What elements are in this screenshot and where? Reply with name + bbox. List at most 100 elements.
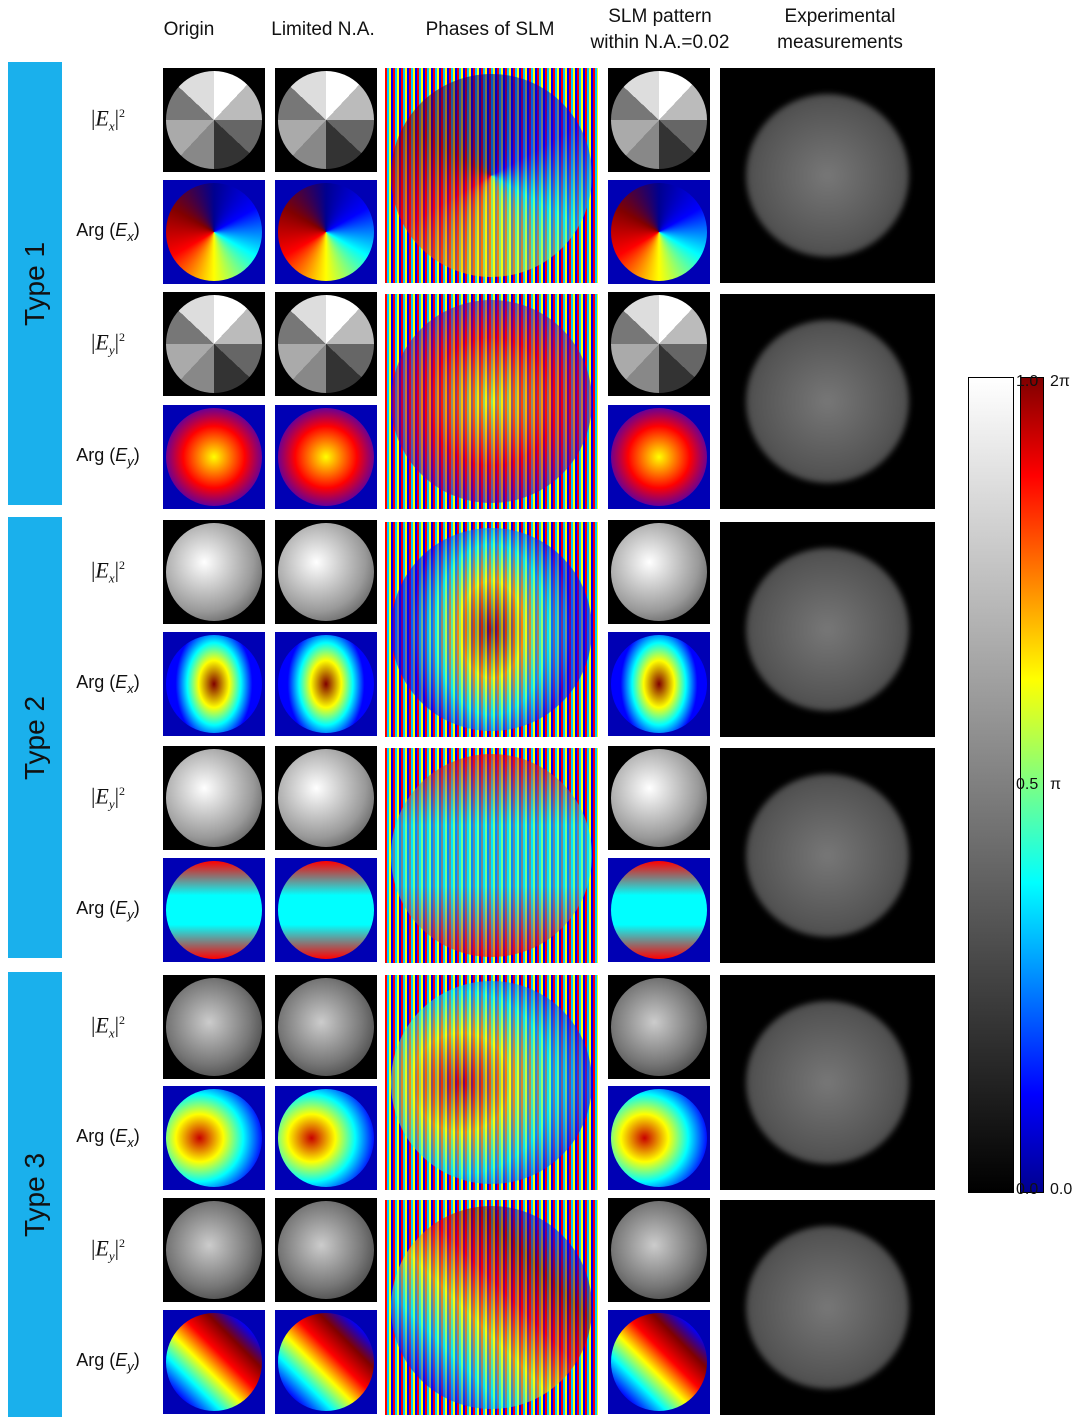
panel-image [163,746,265,850]
panel-image [163,1310,265,1414]
row-label: Arg (Ey) [76,898,140,922]
type-band: Type 1 [8,62,62,505]
panel-disc [611,861,707,959]
measurement-disc [746,320,909,483]
row-label: Arg (Ex) [76,672,140,696]
panel-image [163,1086,265,1190]
panel-image [275,1310,377,1414]
row-label: |Ex|2 [91,1012,125,1041]
measurement-disc [746,1226,909,1389]
slm-disc [391,74,591,276]
label-symbol: E [115,1350,127,1370]
column-header: Limited N.A. [233,17,413,43]
label-superscript: 2 [119,1236,125,1250]
label-symbol: E [115,445,127,465]
measurement [720,68,935,283]
header-line: within N.A.=0.02 [570,30,750,56]
label-after: ) [134,220,140,240]
intensity-colorbar [968,377,1014,1193]
panel-image [275,746,377,850]
phase-tick: 2π [1050,373,1070,391]
header-line: measurements [750,30,930,56]
panel-image [608,746,710,850]
measurement [720,522,935,737]
row-label: |Ex|2 [91,105,125,134]
panel-disc [166,295,262,393]
panel-disc [278,861,374,959]
measurement [720,294,935,509]
panel-disc [278,1089,374,1187]
intensity-tick: 0.0 [1016,1181,1038,1199]
label-symbol: E [115,220,127,240]
row-label: |Ey|2 [91,1235,125,1264]
label-before: Arg ( [76,672,115,692]
label-superscript: 2 [119,330,125,344]
panel-image [275,180,377,284]
column-header: Phases of SLM [400,17,580,43]
slm-disc [391,981,591,1183]
panel-disc [166,523,262,621]
label-after: ) [134,672,140,692]
slm-disc [391,300,591,502]
label-symbol: E [115,1126,127,1146]
panel-disc [278,749,374,847]
panel-image [608,858,710,962]
label-superscript: 2 [119,1013,125,1027]
phase-tick: 0.0 [1050,1181,1072,1199]
panel-image [608,405,710,509]
panel-image [608,68,710,172]
panel-image [275,858,377,962]
type-label: Type 3 [19,1152,51,1236]
label-after: ) [134,898,140,918]
type-label: Type 1 [19,241,51,325]
panel-disc [166,1201,262,1299]
slm-disc [391,528,591,730]
panel-disc [278,635,374,733]
label-superscript: 2 [119,106,125,120]
panel-disc [611,523,707,621]
slm-phase [385,748,598,963]
panel-image [275,1086,377,1190]
slm-phase [385,294,598,509]
panel-image [608,632,710,736]
label-symbol: E [115,898,127,918]
label-symbol: E [95,329,108,354]
panel-disc [166,861,262,959]
panel-disc [278,978,374,1076]
panel-disc [278,523,374,621]
slm-phase [385,1200,598,1415]
type-label: Type 2 [19,695,51,779]
label-before: Arg ( [76,220,115,240]
header-line: Experimental [750,4,930,30]
panel-disc [611,1313,707,1411]
panel-image [608,1086,710,1190]
panel-disc [278,408,374,506]
panel-disc [611,635,707,733]
label-symbol: E [95,557,108,582]
panel-disc [611,749,707,847]
label-before: Arg ( [76,898,115,918]
panel-image [275,520,377,624]
row-label: Arg (Ey) [76,445,140,469]
panel-disc [611,1201,707,1299]
measurement-disc [746,1001,909,1164]
panel-image [163,632,265,736]
label-symbol: E [115,672,127,692]
intensity-tick: 1.0 [1016,373,1038,391]
panel-disc [166,71,262,169]
type-band: Type 2 [8,517,62,958]
header-line: Limited N.A. [233,17,413,43]
panel-disc [611,295,707,393]
measurement-disc [746,548,909,711]
row-label: Arg (Ex) [76,220,140,244]
panel-disc [611,71,707,169]
panel-image [275,68,377,172]
row-label: |Ex|2 [91,557,125,586]
panel-image [163,858,265,962]
measurement [720,748,935,963]
panel-image [163,292,265,396]
label-superscript: 2 [119,558,125,572]
panel-image [275,292,377,396]
phase-tick: π [1050,776,1061,794]
